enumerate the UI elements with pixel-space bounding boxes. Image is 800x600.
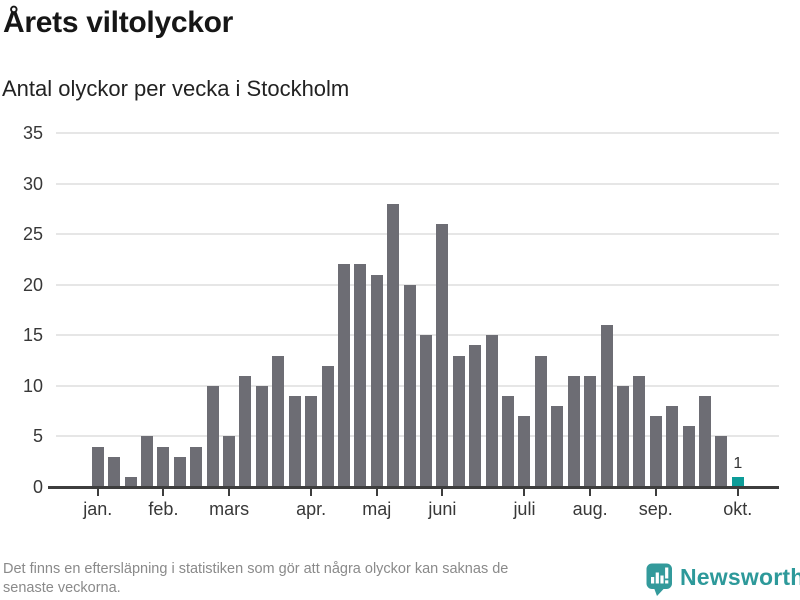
- x-axis-label-feb: feb.: [148, 499, 179, 519]
- x-axis-label-apr: apr.: [296, 499, 327, 519]
- bar-week22: [436, 224, 449, 487]
- x-axis-line: [48, 486, 779, 489]
- x-axis-label-maj: maj: [362, 499, 392, 519]
- bar-week31: [584, 375, 597, 487]
- newsworthy-wordmark: Newsworthy: [680, 563, 800, 590]
- bar-week15: [321, 365, 334, 487]
- bar-week34: [633, 375, 646, 487]
- x-tick-okt: [736, 489, 739, 496]
- footnote: Det finns en eftersläpning i statistiken…: [3, 560, 643, 598]
- x-axis-label-mars: mars: [209, 499, 250, 519]
- gridline-y30: [56, 182, 779, 185]
- x-tick-feb: [162, 489, 165, 496]
- bar-week17: [354, 264, 367, 487]
- gridline-y35: [56, 132, 779, 134]
- x-axis-label-aug: aug.: [572, 499, 608, 519]
- bar-week14: [305, 395, 318, 487]
- bar-week33: [616, 385, 629, 487]
- bar-week10: [239, 375, 252, 487]
- newsworthy-logo-icon: [646, 563, 672, 596]
- bar-week20: [403, 284, 416, 487]
- bar-week30: [567, 375, 580, 487]
- bar-week6: [173, 456, 186, 487]
- y-axis-label: 25: [22, 224, 43, 245]
- bar-week8: [206, 385, 219, 487]
- y-axis-label: 30: [22, 173, 43, 194]
- y-axis-label: 35: [22, 123, 43, 143]
- bar-week24: [469, 345, 482, 487]
- bar-week5: [157, 446, 170, 487]
- gridline-y15: [56, 334, 779, 337]
- x-tick-apr: [310, 489, 313, 496]
- bar-week27: [518, 416, 531, 487]
- gridline-y25: [56, 233, 779, 236]
- bar-week28: [534, 355, 547, 487]
- gridline-y20: [56, 283, 779, 286]
- bar-week35: [649, 416, 662, 487]
- x-axis-label-okt: okt.: [723, 499, 753, 519]
- x-tick-sep: [654, 489, 657, 496]
- y-axis-label: 5: [32, 426, 43, 447]
- chart-subtitle: Antal olyckor per vecka i Stockholm: [2, 76, 350, 101]
- y-axis-label: 20: [22, 274, 43, 295]
- x-tick-mars: [228, 489, 231, 496]
- bar-week23: [452, 355, 465, 487]
- bar-week39: [715, 436, 728, 487]
- gridline-y5: [56, 435, 779, 438]
- bar-week32: [600, 325, 613, 487]
- bar-week19: [387, 203, 400, 487]
- x-axis-label-jan: jan.: [83, 499, 113, 519]
- page-title: Årets viltolyckor: [3, 6, 233, 39]
- x-tick-juli: [523, 489, 526, 496]
- bar-week38: [698, 395, 711, 487]
- highlight-value-label: 1: [733, 454, 743, 472]
- x-tick-maj: [375, 489, 378, 496]
- bar-week18: [370, 274, 383, 487]
- bar-week26: [502, 395, 515, 487]
- bar-week2: [108, 456, 121, 487]
- bar-week13: [288, 395, 301, 487]
- y-axis-label: 0: [32, 477, 43, 497]
- bar-week36: [666, 406, 679, 487]
- bar-week9: [223, 436, 236, 487]
- x-tick-juni: [441, 489, 444, 496]
- bar-week7: [190, 446, 203, 487]
- bar-week3: [124, 476, 137, 487]
- x-axis-label-juli: juli: [513, 499, 536, 519]
- bar-week1: [91, 446, 104, 487]
- x-tick-jan: [96, 489, 99, 496]
- x-tick-aug: [589, 489, 592, 496]
- bar-week4: [141, 436, 154, 487]
- bar-week11: [255, 385, 268, 487]
- newsworthy-logo: Newsworthy: [646, 563, 800, 597]
- bar-week29: [551, 406, 564, 487]
- bar-week21: [420, 335, 432, 487]
- bar-week25: [485, 335, 498, 487]
- bar-highlight-week40: [731, 476, 744, 487]
- bar-week12: [272, 355, 285, 487]
- footnote-line-1: Det finns en eftersläpning i statistiken…: [3, 561, 509, 577]
- x-axis-label-juni: juni: [428, 499, 457, 519]
- y-axis-label: 10: [22, 375, 43, 396]
- bar-week16: [337, 264, 350, 487]
- bar-week37: [682, 426, 695, 487]
- x-axis-label-sep: sep.: [638, 499, 673, 519]
- gridline-y10: [56, 384, 779, 387]
- y-axis-label: 15: [22, 325, 43, 346]
- footnote-line-2: senaste veckorna.: [3, 580, 121, 596]
